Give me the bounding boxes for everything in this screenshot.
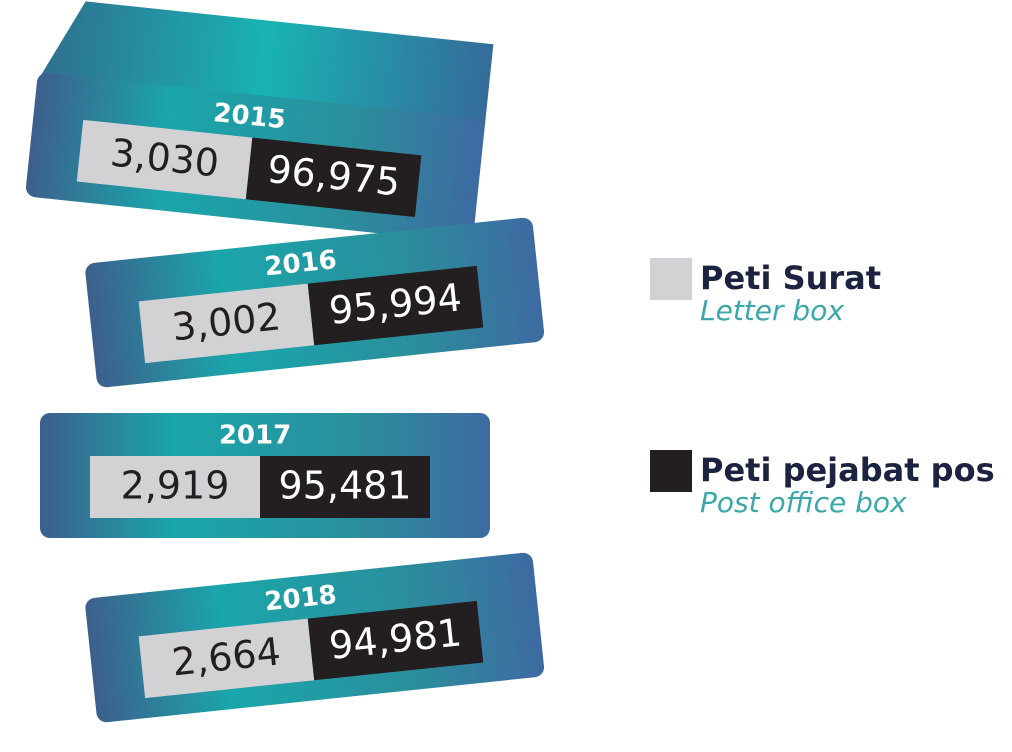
legend-subname: Post office box: [700, 486, 907, 519]
value-label: 2,919: [121, 464, 230, 508]
block: 2017 2,919 95,481: [40, 413, 490, 538]
value-box: [307, 600, 484, 681]
legend-swatch: [650, 450, 692, 492]
legend-name: Peti Surat: [700, 259, 881, 297]
value-box: [138, 283, 315, 364]
value-box: [260, 456, 430, 518]
value-box: [90, 456, 260, 518]
legend-subname: Letter box: [700, 294, 844, 327]
value-box: [307, 265, 484, 346]
value-box: [76, 119, 253, 200]
year-label: 2017: [219, 421, 291, 451]
legend-name: Peti pejabat pos: [700, 451, 995, 489]
value-label: 95,481: [279, 464, 412, 508]
block-top: [36, 1, 494, 129]
legend-swatch: [650, 258, 692, 300]
value-box: [138, 618, 315, 699]
value-box: [245, 137, 422, 218]
